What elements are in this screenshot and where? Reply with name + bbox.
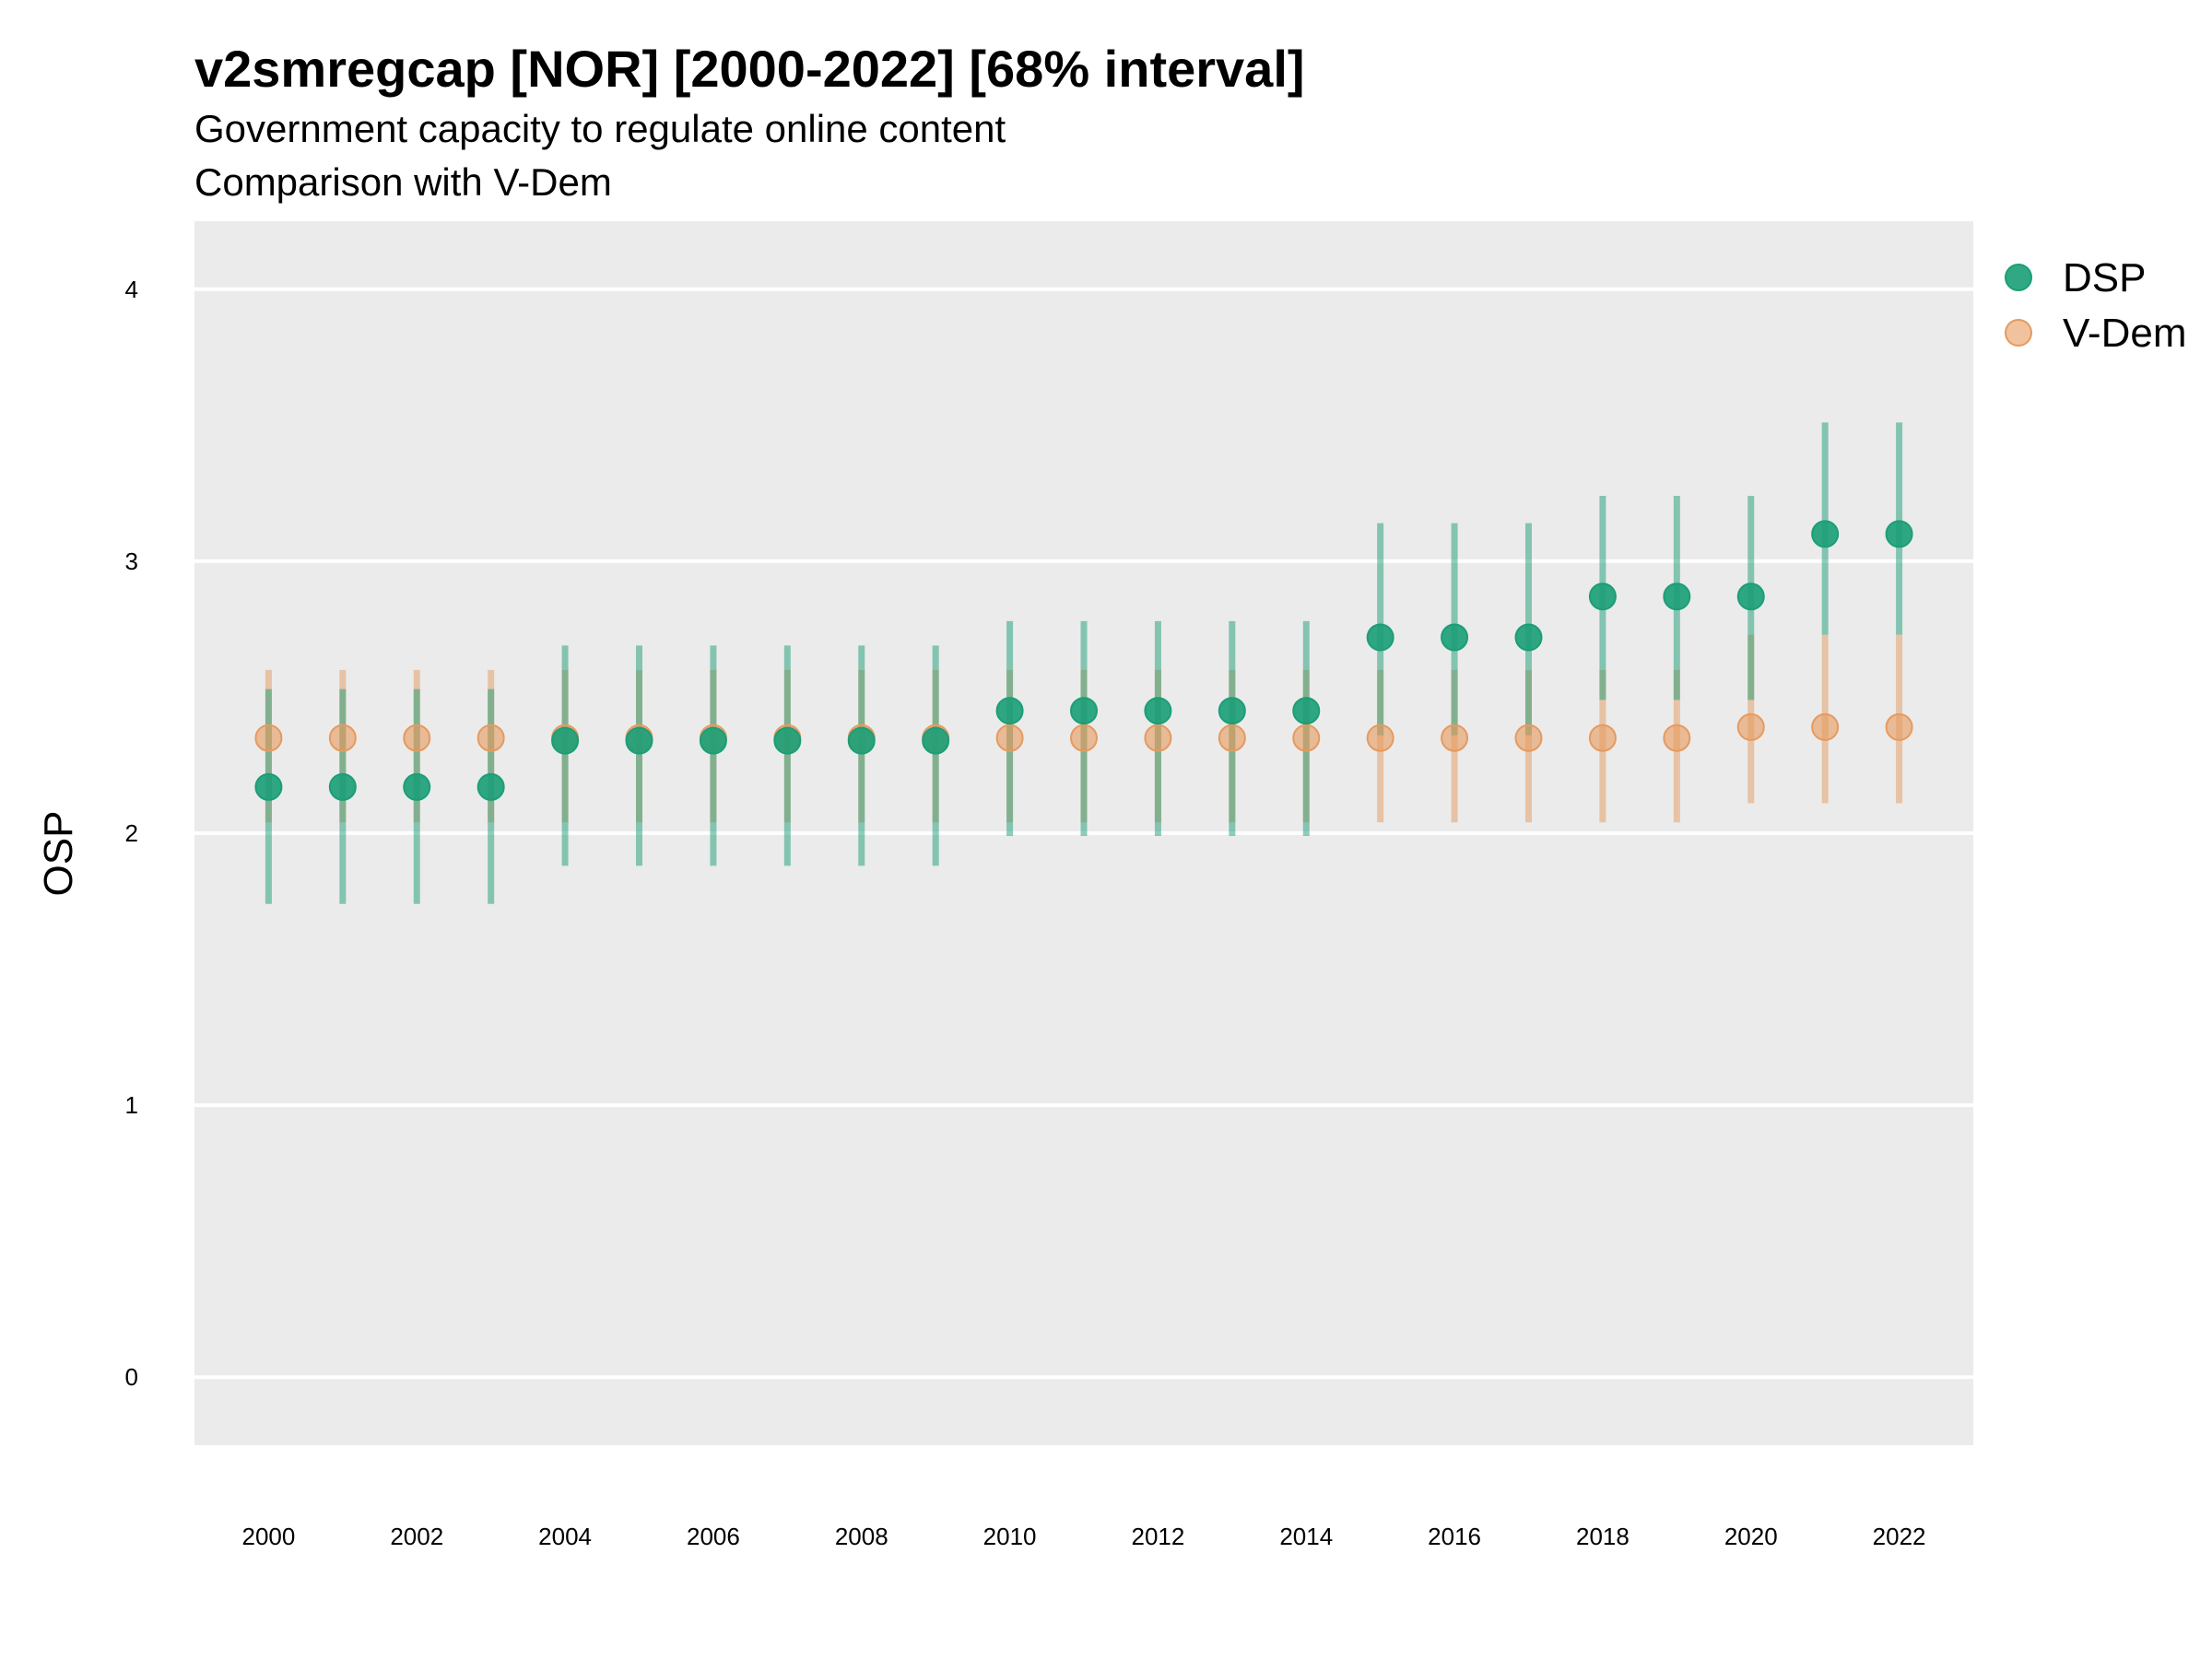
y-tick-label: 2 bbox=[125, 819, 138, 847]
data-point bbox=[403, 724, 431, 752]
data-point bbox=[254, 772, 283, 801]
series-dsp-points bbox=[254, 520, 1913, 801]
legend-key bbox=[2005, 319, 2032, 347]
data-point bbox=[995, 724, 1024, 752]
data-point bbox=[625, 726, 653, 755]
data-point bbox=[922, 726, 950, 755]
legend: DSP V-Dem bbox=[2005, 255, 2186, 356]
chart-subtitle-line-1: Government capacity to regulate online c… bbox=[194, 107, 1006, 150]
data-point bbox=[1070, 724, 1098, 752]
data-point bbox=[1292, 724, 1321, 752]
x-tick-label: 2002 bbox=[390, 1523, 443, 1550]
x-tick-label: 2020 bbox=[1724, 1523, 1778, 1550]
data-point bbox=[1144, 724, 1172, 752]
data-point bbox=[403, 772, 431, 801]
data-point bbox=[1292, 697, 1321, 725]
x-tick-label: 2022 bbox=[1873, 1523, 1926, 1550]
x-tick-label: 2006 bbox=[687, 1523, 740, 1550]
x-tick-label: 2008 bbox=[835, 1523, 888, 1550]
data-point bbox=[1663, 724, 1691, 752]
data-point bbox=[551, 726, 580, 755]
chart-title: v2smregcap [NOR] [2000-2022] [68% interv… bbox=[194, 40, 1305, 98]
x-tick-label: 2004 bbox=[538, 1523, 592, 1550]
data-point bbox=[1144, 697, 1172, 725]
data-point bbox=[1811, 712, 1840, 741]
data-point bbox=[1070, 697, 1098, 725]
data-point bbox=[254, 724, 283, 752]
data-point bbox=[1588, 582, 1617, 611]
data-point bbox=[1588, 724, 1617, 752]
data-point bbox=[1885, 712, 1913, 741]
x-tick-label: 2012 bbox=[1131, 1523, 1184, 1550]
data-point bbox=[995, 697, 1024, 725]
legend-key bbox=[2005, 264, 2032, 291]
data-point bbox=[773, 726, 802, 755]
data-point bbox=[1218, 724, 1246, 752]
data-point bbox=[1736, 582, 1765, 611]
data-point bbox=[328, 724, 357, 752]
x-tick-label: 2018 bbox=[1576, 1523, 1630, 1550]
data-point bbox=[1885, 520, 1913, 548]
data-point bbox=[847, 726, 876, 755]
x-tick-label: 2014 bbox=[1279, 1523, 1333, 1550]
x-axis-ticks: 2000 2002 2004 2006 2008 2010 2012 2014 2016 2018… bbox=[241, 1523, 1925, 1550]
data-point bbox=[1441, 623, 1469, 652]
data-point bbox=[477, 772, 505, 801]
data-point bbox=[1366, 724, 1394, 752]
legend-label: DSP bbox=[2063, 255, 2146, 300]
data-point bbox=[477, 724, 505, 752]
data-point bbox=[1811, 520, 1840, 548]
y-axis-label: OSP bbox=[36, 811, 81, 897]
chart-subtitle-line-2: Comparison with V-Dem bbox=[194, 160, 612, 204]
y-tick-label: 3 bbox=[125, 547, 138, 575]
data-marks bbox=[254, 422, 1913, 904]
legend-label: V-Dem bbox=[2063, 311, 2186, 356]
y-axis-ticks: 0 1 2 3 4 bbox=[125, 276, 138, 1391]
data-point bbox=[328, 772, 357, 801]
y-tick-label: 0 bbox=[125, 1363, 138, 1391]
y-tick-label: 1 bbox=[125, 1091, 138, 1119]
data-point bbox=[1514, 724, 1543, 752]
data-point bbox=[1514, 623, 1543, 652]
x-tick-label: 2016 bbox=[1428, 1523, 1481, 1550]
data-point bbox=[699, 726, 727, 755]
data-point bbox=[1441, 724, 1469, 752]
data-point bbox=[1736, 712, 1765, 741]
data-point bbox=[1663, 582, 1691, 611]
data-point bbox=[1366, 623, 1394, 652]
y-tick-label: 4 bbox=[125, 276, 138, 303]
x-tick-label: 2000 bbox=[241, 1523, 295, 1550]
x-tick-label: 2010 bbox=[983, 1523, 1037, 1550]
data-point bbox=[1218, 697, 1246, 725]
